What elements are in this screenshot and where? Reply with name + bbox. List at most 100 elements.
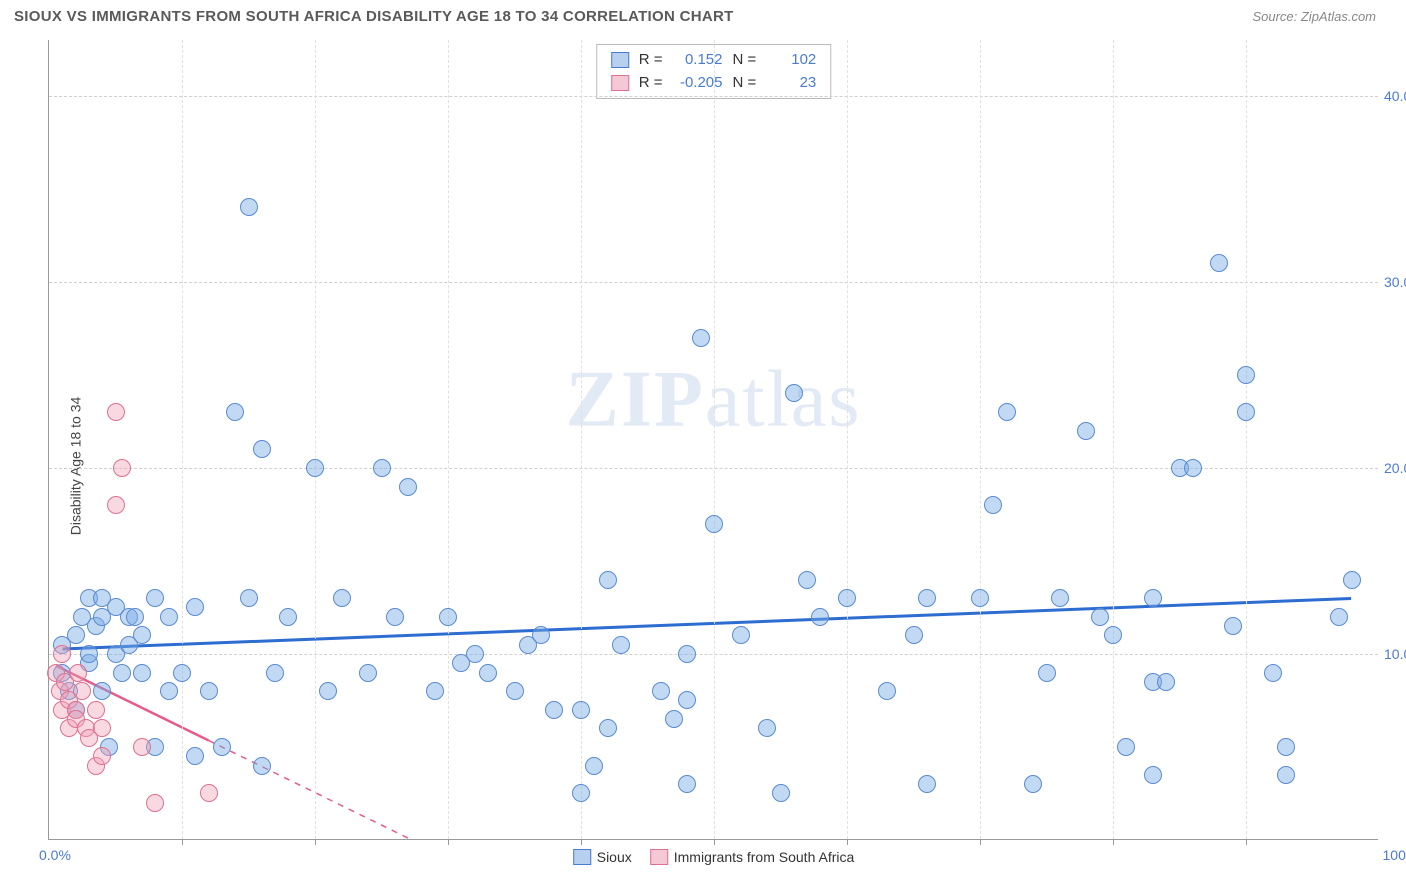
data-point — [253, 440, 271, 458]
data-point — [758, 719, 776, 737]
x-tick-mark — [315, 839, 316, 845]
data-point — [785, 384, 803, 402]
gridline-v — [1246, 40, 1247, 839]
data-point — [186, 747, 204, 765]
data-point — [798, 571, 816, 589]
data-point — [80, 645, 98, 663]
data-point — [572, 701, 590, 719]
scatter-plot: ZIPatlas R = 0.152 N = 102 R = -0.205 N … — [48, 40, 1378, 840]
data-point — [705, 515, 723, 533]
data-point — [126, 608, 144, 626]
data-point — [306, 459, 324, 477]
data-point — [107, 496, 125, 514]
data-point — [1144, 766, 1162, 784]
data-point — [160, 682, 178, 700]
n-value: 102 — [766, 49, 816, 72]
data-point — [146, 589, 164, 607]
data-point — [732, 626, 750, 644]
data-point — [971, 589, 989, 607]
data-point — [1144, 589, 1162, 607]
x-tick-mark — [581, 839, 582, 845]
legend-label: Immigrants from South Africa — [674, 849, 855, 865]
n-value: 23 — [766, 72, 816, 95]
y-tick-label: 20.0% — [1384, 460, 1406, 476]
data-point — [133, 664, 151, 682]
y-tick-label: 30.0% — [1384, 274, 1406, 290]
r-label: R = — [639, 49, 663, 72]
x-tick-mark — [847, 839, 848, 845]
data-point — [240, 589, 258, 607]
legend-label: Sioux — [597, 849, 632, 865]
data-point — [479, 664, 497, 682]
data-point — [1264, 664, 1282, 682]
data-point — [399, 478, 417, 496]
data-point — [905, 626, 923, 644]
data-point — [572, 784, 590, 802]
data-point — [1184, 459, 1202, 477]
data-point — [200, 784, 218, 802]
r-label: R = — [639, 72, 663, 95]
data-point — [878, 682, 896, 700]
x-tick-mark — [980, 839, 981, 845]
gridline-v — [581, 40, 582, 839]
data-point — [599, 719, 617, 737]
gridline-v — [980, 40, 981, 839]
data-point — [678, 775, 696, 793]
gridline-v — [1113, 40, 1114, 839]
data-point — [133, 738, 151, 756]
data-point — [186, 598, 204, 616]
x-tick-mark — [714, 839, 715, 845]
x-tick-mark — [448, 839, 449, 845]
r-value: -0.205 — [673, 72, 723, 95]
gridline-v — [714, 40, 715, 839]
y-tick-label: 10.0% — [1384, 646, 1406, 662]
data-point — [386, 608, 404, 626]
data-point — [240, 198, 258, 216]
data-point — [1343, 571, 1361, 589]
data-point — [1051, 589, 1069, 607]
x-tick-mark — [182, 839, 183, 845]
data-point — [466, 645, 484, 663]
data-point — [1024, 775, 1042, 793]
data-point — [146, 794, 164, 812]
data-point — [918, 589, 936, 607]
swatch-blue-icon — [611, 52, 629, 68]
series-legend: Sioux Immigrants from South Africa — [573, 849, 855, 865]
data-point — [113, 664, 131, 682]
data-point — [1157, 673, 1175, 691]
data-point — [506, 682, 524, 700]
data-point — [53, 645, 71, 663]
data-point — [918, 775, 936, 793]
data-point — [1224, 617, 1242, 635]
data-point — [652, 682, 670, 700]
data-point — [333, 589, 351, 607]
legend-item-sa: Immigrants from South Africa — [650, 849, 855, 865]
x-tick-mark — [1246, 839, 1247, 845]
data-point — [532, 626, 550, 644]
data-point — [599, 571, 617, 589]
y-tick-label: 40.0% — [1384, 88, 1406, 104]
data-point — [226, 403, 244, 421]
data-point — [373, 459, 391, 477]
data-point — [93, 682, 111, 700]
chart-title: SIOUX VS IMMIGRANTS FROM SOUTH AFRICA DI… — [14, 8, 734, 25]
data-point — [67, 626, 85, 644]
x-tick-min: 0.0% — [39, 847, 71, 863]
data-point — [984, 496, 1002, 514]
data-point — [1077, 422, 1095, 440]
data-point — [1237, 403, 1255, 421]
chart-header: SIOUX VS IMMIGRANTS FROM SOUTH AFRICA DI… — [0, 0, 1406, 33]
r-value: 0.152 — [673, 49, 723, 72]
chart-container: Disability Age 18 to 34 ZIPatlas R = 0.1… — [0, 40, 1406, 892]
legend-item-sioux: Sioux — [573, 849, 632, 865]
data-point — [107, 403, 125, 421]
trend-line — [63, 598, 1351, 648]
gridline-v — [448, 40, 449, 839]
data-point — [279, 608, 297, 626]
data-point — [87, 701, 105, 719]
data-point — [1038, 664, 1056, 682]
data-point — [1330, 608, 1348, 626]
data-point — [585, 757, 603, 775]
x-tick-mark — [1113, 839, 1114, 845]
data-point — [545, 701, 563, 719]
